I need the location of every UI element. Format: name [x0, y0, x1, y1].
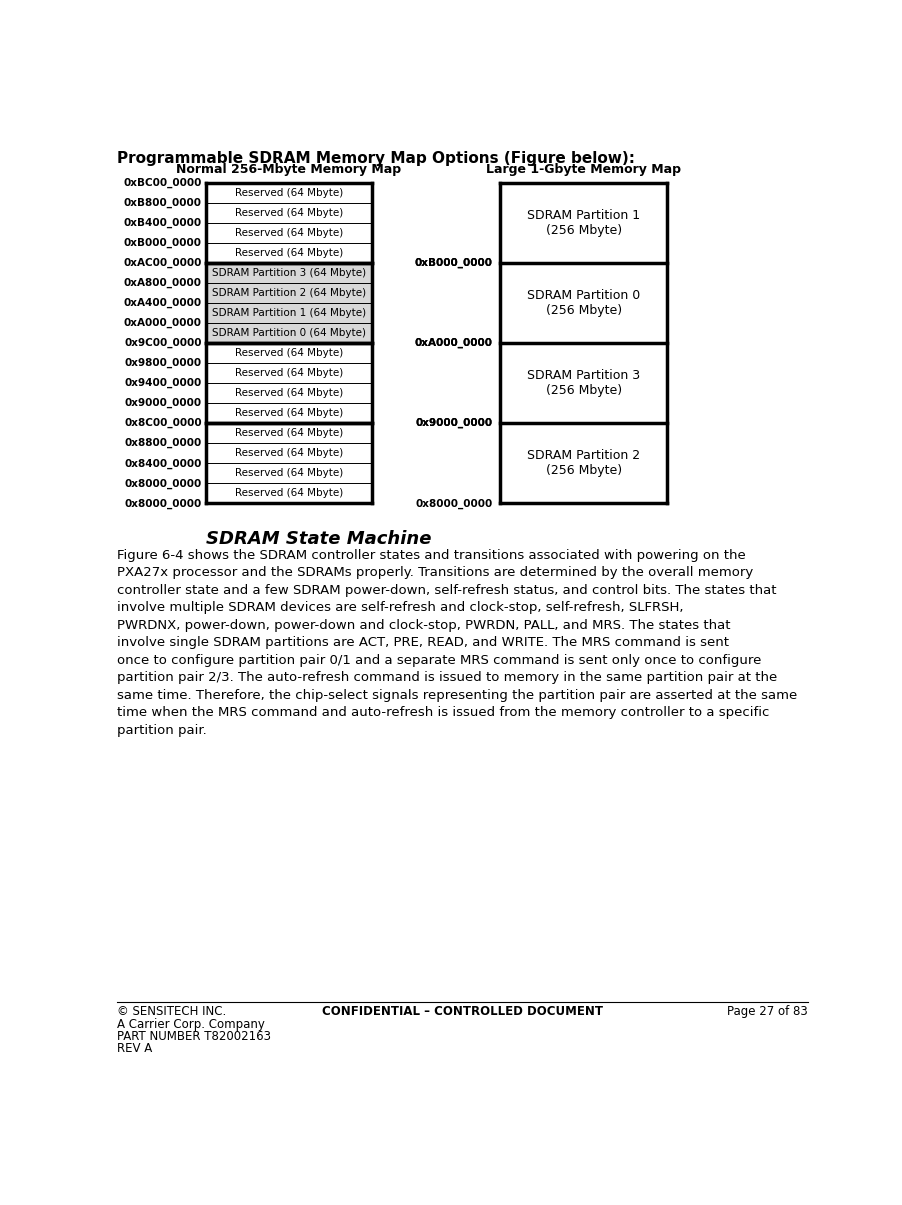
Text: SDRAM Partition 1 (64 Mbyte): SDRAM Partition 1 (64 Mbyte) — [212, 308, 366, 318]
Text: © SENSITECH INC.: © SENSITECH INC. — [116, 1005, 226, 1018]
Text: 0xA000_0000: 0xA000_0000 — [415, 339, 492, 348]
Bar — [206, 483, 373, 504]
Text: Reserved (64 Mbyte): Reserved (64 Mbyte) — [235, 369, 343, 378]
Text: SDRAM Partition 3 (64 Mbyte): SDRAM Partition 3 (64 Mbyte) — [212, 269, 366, 278]
Bar — [206, 343, 373, 363]
Text: Programmable SDRAM Memory Map Options (Figure below):: Programmable SDRAM Memory Map Options (F… — [116, 151, 635, 166]
Text: SDRAM State Machine: SDRAM State Machine — [206, 530, 431, 548]
Bar — [206, 464, 373, 483]
Text: 0xB400_0000: 0xB400_0000 — [124, 218, 202, 228]
Text: Reserved (64 Mbyte): Reserved (64 Mbyte) — [235, 469, 343, 478]
Text: 0xA400_0000: 0xA400_0000 — [124, 298, 202, 308]
Bar — [206, 363, 373, 383]
Bar — [501, 423, 667, 504]
Text: Reserved (64 Mbyte): Reserved (64 Mbyte) — [235, 388, 343, 399]
Text: REV A: REV A — [116, 1042, 152, 1056]
Text: Reserved (64 Mbyte): Reserved (64 Mbyte) — [235, 348, 343, 358]
Bar — [501, 183, 667, 263]
Text: 0xAC00_0000: 0xAC00_0000 — [124, 258, 202, 269]
Text: 0xB000_0000: 0xB000_0000 — [124, 239, 202, 248]
Bar — [206, 304, 373, 323]
Bar — [206, 243, 373, 263]
Text: 0xA800_0000: 0xA800_0000 — [124, 278, 202, 288]
Text: Reserved (64 Mbyte): Reserved (64 Mbyte) — [235, 228, 343, 239]
Text: 0x8400_0000: 0x8400_0000 — [124, 458, 202, 469]
Text: Figure 6-4 shows the SDRAM controller states and transitions associated with pow: Figure 6-4 shows the SDRAM controller st… — [116, 548, 796, 736]
Bar — [206, 263, 373, 283]
Text: PART NUMBER T82002163: PART NUMBER T82002163 — [116, 1030, 271, 1044]
Bar — [206, 223, 373, 243]
Text: 0x9C00_0000: 0x9C00_0000 — [124, 339, 202, 348]
Text: 0x8000_0000: 0x8000_0000 — [415, 499, 492, 509]
Bar — [206, 383, 373, 404]
Text: SDRAM Partition 0
(256 Mbyte): SDRAM Partition 0 (256 Mbyte) — [527, 289, 640, 317]
Text: SDRAM Partition 2 (64 Mbyte): SDRAM Partition 2 (64 Mbyte) — [212, 288, 366, 298]
Text: A Carrier Corp. Company: A Carrier Corp. Company — [116, 1018, 264, 1030]
Text: Reserved (64 Mbyte): Reserved (64 Mbyte) — [235, 188, 343, 198]
Text: 0x8000_0000: 0x8000_0000 — [124, 499, 202, 509]
Bar — [501, 263, 667, 343]
Text: 0xB000_0000: 0xB000_0000 — [415, 258, 492, 269]
Text: Reserved (64 Mbyte): Reserved (64 Mbyte) — [235, 248, 343, 258]
Bar — [206, 283, 373, 304]
Text: Reserved (64 Mbyte): Reserved (64 Mbyte) — [235, 428, 343, 439]
Bar — [501, 343, 667, 423]
Bar — [206, 323, 373, 343]
Text: Reserved (64 Mbyte): Reserved (64 Mbyte) — [235, 448, 343, 458]
Text: 0x9000_0000: 0x9000_0000 — [416, 418, 492, 429]
Text: Large 1-Gbyte Memory Map: Large 1-Gbyte Memory Map — [486, 163, 681, 176]
Text: SDRAM Partition 0 (64 Mbyte): SDRAM Partition 0 (64 Mbyte) — [212, 328, 366, 339]
Text: 0xA000_0000: 0xA000_0000 — [415, 339, 492, 348]
Text: SDRAM Partition 1
(256 Mbyte): SDRAM Partition 1 (256 Mbyte) — [527, 210, 640, 237]
Bar — [206, 204, 373, 223]
Text: Reserved (64 Mbyte): Reserved (64 Mbyte) — [235, 208, 343, 218]
Text: 0x8000_0000: 0x8000_0000 — [124, 478, 202, 488]
Text: CONFIDENTIAL – CONTROLLED DOCUMENT: CONFIDENTIAL – CONTROLLED DOCUMENT — [322, 1005, 603, 1018]
Text: Reserved (64 Mbyte): Reserved (64 Mbyte) — [235, 488, 343, 499]
Text: 0xB800_0000: 0xB800_0000 — [124, 198, 202, 208]
Text: 0x9400_0000: 0x9400_0000 — [124, 378, 202, 388]
Bar — [206, 423, 373, 443]
Text: 0x9000_0000: 0x9000_0000 — [416, 418, 492, 429]
Text: 0xA000_0000: 0xA000_0000 — [124, 318, 202, 329]
Text: Reserved (64 Mbyte): Reserved (64 Mbyte) — [235, 408, 343, 418]
Text: 0x8C00_0000: 0x8C00_0000 — [124, 418, 202, 429]
Text: 0x9800_0000: 0x9800_0000 — [124, 358, 202, 369]
Bar — [206, 404, 373, 423]
Text: Normal 256-Mbyte Memory Map: Normal 256-Mbyte Memory Map — [177, 163, 401, 176]
Text: 0xB000_0000: 0xB000_0000 — [415, 258, 492, 269]
Bar — [206, 443, 373, 464]
Text: SDRAM Partition 3
(256 Mbyte): SDRAM Partition 3 (256 Mbyte) — [527, 369, 640, 398]
Text: 0x9000_0000: 0x9000_0000 — [124, 398, 202, 408]
Text: SDRAM Partition 2
(256 Mbyte): SDRAM Partition 2 (256 Mbyte) — [527, 449, 640, 477]
Bar — [206, 183, 373, 204]
Text: 0xBC00_0000: 0xBC00_0000 — [124, 178, 202, 188]
Text: Page 27 of 83: Page 27 of 83 — [727, 1005, 808, 1018]
Text: 0x8800_0000: 0x8800_0000 — [124, 439, 202, 448]
